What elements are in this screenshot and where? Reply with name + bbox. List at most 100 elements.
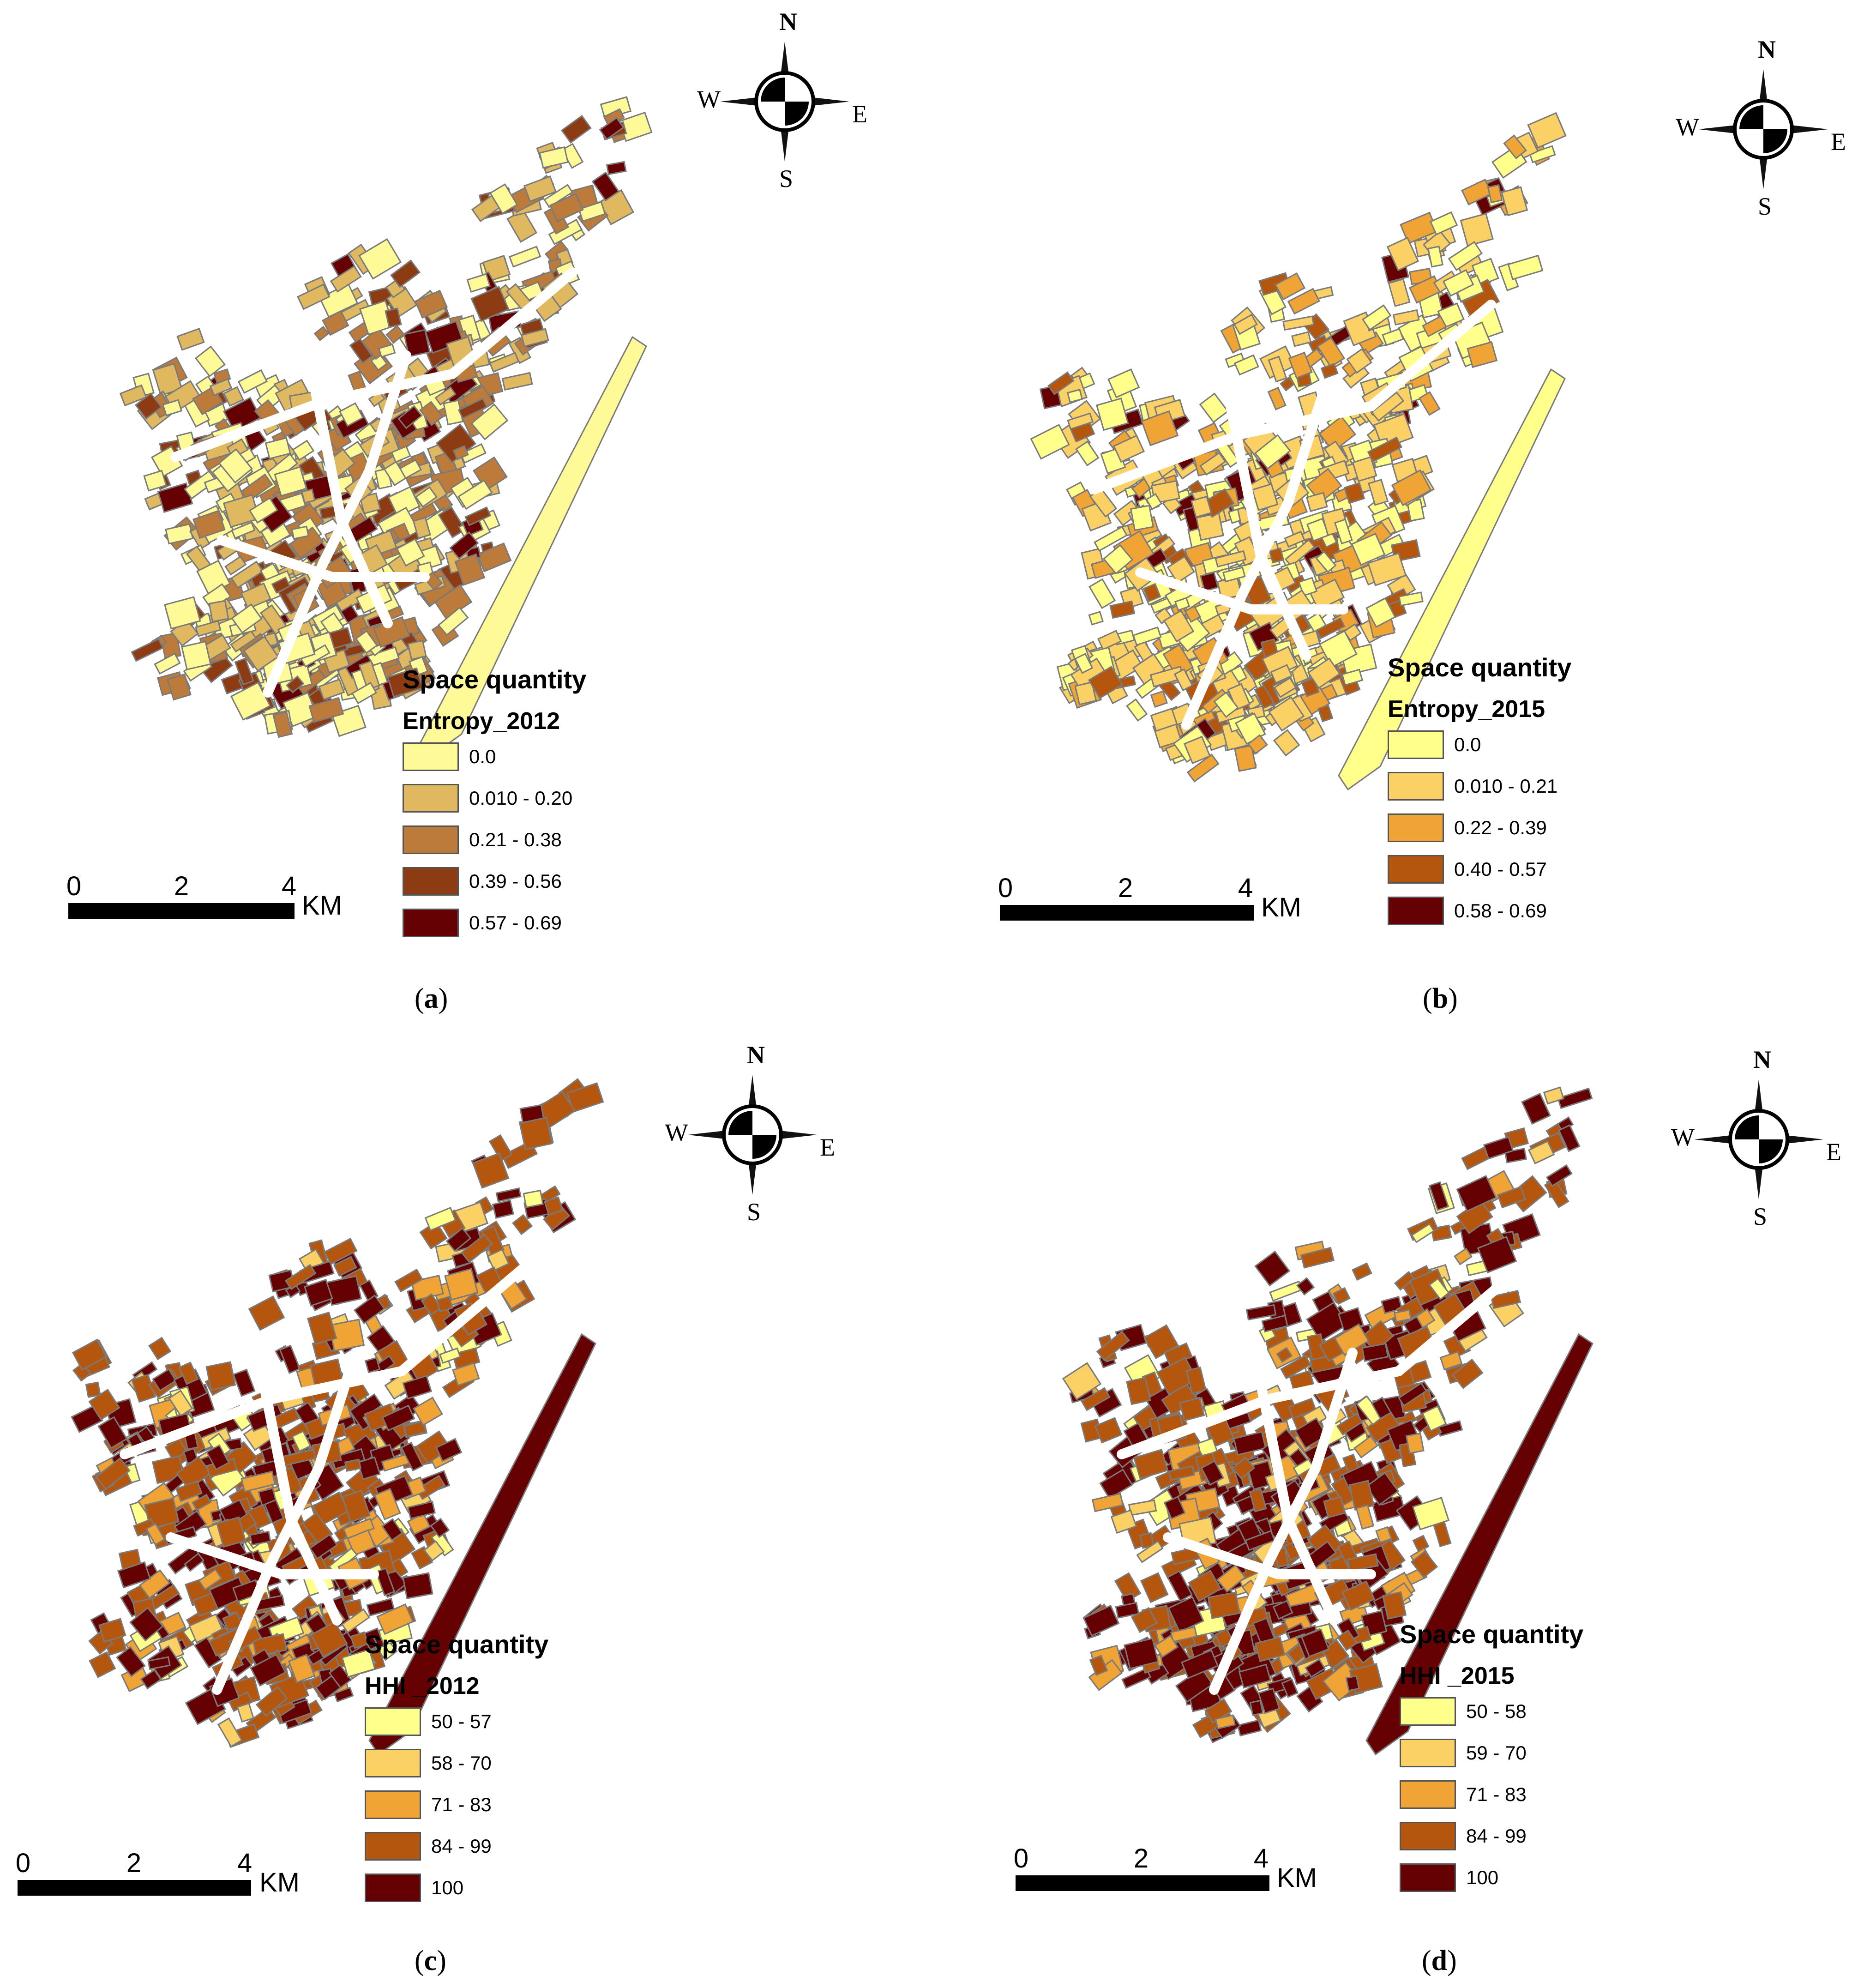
compass-icon [1699,69,1828,189]
city-block-parcel [181,640,211,670]
city-block-parcel [466,273,491,293]
legend-item: 84 - 99 [1400,1816,1583,1856]
legend-label: 71 - 83 [1466,1783,1527,1805]
legend-swatch [1400,1697,1456,1726]
city-block-parcel [385,307,402,328]
city-block-parcel [249,497,278,524]
compass-west-label: W [697,85,721,113]
city-block-parcel [291,525,309,540]
city-block-parcel [1274,272,1306,301]
city-block-parcel [1126,698,1148,722]
city-block-parcel [154,652,181,675]
city-block-parcel [457,398,488,420]
city-block-parcel [1388,278,1411,307]
city-block-parcel [1362,304,1392,331]
legend-label: 0.0 [469,746,496,767]
city-block-parcel [1405,1432,1425,1454]
compass-icon [720,42,849,162]
city-block-parcel [560,114,592,144]
compass-rose-b: N S W E [1676,37,1851,222]
city-block-parcel [1088,666,1123,699]
city-block-parcel [1391,469,1432,506]
city-block-parcel [1287,288,1320,315]
city-block-parcel [1352,1262,1372,1281]
city-block-parcel [1392,309,1420,326]
city-block-parcel [1418,391,1441,416]
panel-caption-d: (d) [1422,1945,1457,1976]
city-block-parcel [1150,690,1168,708]
city-block-parcel [1150,707,1178,732]
scale-tick-label: 0 [66,871,82,901]
city-block-parcel [1398,591,1424,607]
city-block-parcel [1487,184,1503,204]
city-block-parcel [1132,626,1162,646]
city-block-parcel [1412,1535,1430,1553]
city-block-parcel [489,352,520,373]
city-block-parcel [313,325,330,342]
city-block-parcel [1317,704,1334,723]
city-block-parcel [1190,495,1212,518]
road-gap [300,332,393,628]
city-block-parcel [1145,493,1162,510]
city-block-parcel [489,183,518,215]
city-block-parcel [1254,1250,1291,1287]
city-block-parcel [1141,410,1179,446]
city-block-parcel [1367,436,1402,463]
city-block-parcel [1166,555,1196,584]
city-block-parcel [1215,550,1247,568]
city-block-parcel [1527,112,1567,149]
city-block-parcel [222,397,262,433]
city-block-parcel [1296,1277,1315,1296]
city-block-parcel [274,466,307,497]
city-block-parcel [164,596,201,630]
city-block-parcel [549,193,584,223]
compass-rose-a: N S W E [697,9,872,194]
road-gap [216,535,430,582]
city-block-parcel [297,283,331,310]
city-block-parcel [470,404,509,440]
legend-label: 50 - 58 [1466,1700,1527,1722]
city-block-parcel [1109,600,1136,619]
city-block-parcel [1307,657,1341,689]
compass-east-label: E [1826,1138,1841,1166]
legend-swatch [1400,1822,1456,1850]
city-block-parcel [194,345,226,377]
city-block-parcel [1273,677,1297,698]
city-block-parcel [1200,572,1219,592]
city-block-parcel [591,171,620,202]
city-block-parcel [1467,341,1498,368]
city-block-parcel [1282,315,1315,331]
city-block-parcel [1249,1699,1264,1716]
legend-label: 0.39 - 0.56 [469,870,562,892]
legend-item: 0.010 - 0.21 [1388,766,1571,806]
city-block-parcel [1047,371,1075,395]
legend-field: Entropy_2012 [403,708,560,735]
city-block-parcel [319,283,359,318]
city-block-parcel [1365,597,1396,628]
city-block-parcel [1237,1719,1262,1737]
city-block-parcel [1199,452,1227,476]
city-block-parcel [1251,483,1279,511]
city-block-parcel [539,146,569,169]
city-block-parcel [134,392,162,420]
legend-item: 0.39 - 0.56 [403,861,586,901]
city-block-parcel [437,606,469,636]
city-block-parcel [1316,617,1346,639]
city-block-parcel [391,445,411,463]
legend-swatch [1388,772,1444,801]
legend-item: 59 - 70 [1400,1733,1583,1773]
city-block-parcel [1267,386,1287,410]
city-block-parcel [1343,482,1365,504]
city-block-parcel [1207,1591,1241,1619]
city-block-parcel [390,259,421,288]
legend-item: 0.010 - 0.20 [403,778,586,818]
scale-bar-line [1016,1875,1269,1891]
city-block-parcel [1320,363,1339,379]
city-block-parcel [1107,368,1140,398]
city-block-parcel [1284,539,1316,567]
city-block-parcel [1233,354,1259,376]
city-block-parcel [162,399,183,416]
compass-east-label: E [852,100,867,128]
city-block-parcel [1284,530,1305,548]
